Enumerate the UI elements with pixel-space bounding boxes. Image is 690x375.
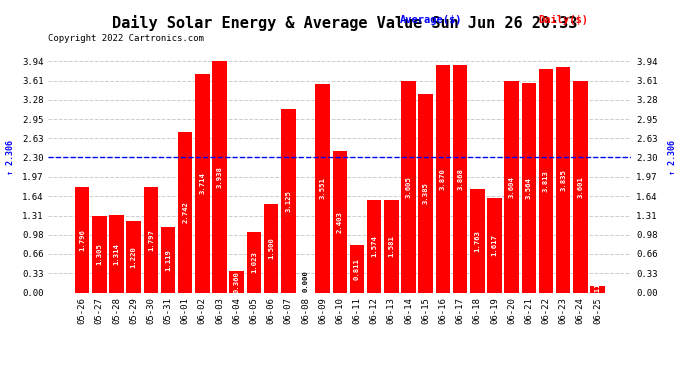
Bar — [350, 245, 364, 292]
Text: 3.551: 3.551 — [319, 177, 326, 199]
Text: 3.605: 3.605 — [406, 176, 411, 198]
Bar — [126, 221, 141, 292]
Text: 1.574: 1.574 — [371, 236, 377, 257]
Bar — [487, 198, 502, 292]
Bar — [556, 68, 571, 292]
Bar — [367, 200, 382, 292]
Text: 3.870: 3.870 — [440, 168, 446, 190]
Text: 3.868: 3.868 — [457, 168, 463, 190]
Bar — [435, 65, 450, 292]
Text: 1.119: 1.119 — [165, 249, 171, 271]
Text: 1.581: 1.581 — [388, 235, 395, 257]
Text: ↑ 2.306: ↑ 2.306 — [6, 140, 15, 175]
Bar — [333, 152, 347, 292]
Bar — [264, 204, 278, 292]
Text: 0.000: 0.000 — [302, 270, 308, 292]
Text: 3.604: 3.604 — [509, 176, 515, 198]
Text: 3.714: 3.714 — [199, 172, 206, 194]
Text: 1.617: 1.617 — [491, 234, 497, 256]
Bar — [522, 83, 536, 292]
Bar — [195, 75, 210, 292]
Text: Copyright 2022 Cartronics.com: Copyright 2022 Cartronics.com — [48, 34, 204, 43]
Bar — [246, 232, 262, 292]
Bar — [402, 81, 416, 292]
Bar — [75, 187, 90, 292]
Bar — [315, 84, 330, 292]
Text: 1.797: 1.797 — [148, 229, 154, 251]
Bar — [144, 187, 158, 292]
Text: 1.023: 1.023 — [251, 252, 257, 273]
Bar — [539, 69, 553, 292]
Bar — [178, 132, 193, 292]
Bar — [590, 286, 605, 292]
Text: 1.220: 1.220 — [130, 246, 137, 268]
Bar — [470, 189, 484, 292]
Bar — [573, 81, 588, 292]
Text: 3.385: 3.385 — [423, 182, 428, 204]
Text: 3.835: 3.835 — [560, 169, 566, 191]
Text: 2.742: 2.742 — [182, 201, 188, 223]
Text: 3.813: 3.813 — [543, 170, 549, 192]
Text: ↑ 2.306: ↑ 2.306 — [668, 140, 678, 175]
Text: 1.500: 1.500 — [268, 237, 274, 260]
Bar — [161, 227, 175, 292]
Bar — [109, 215, 124, 292]
Text: Average($): Average($) — [400, 15, 463, 25]
Text: 3.601: 3.601 — [578, 176, 583, 198]
Bar — [504, 81, 519, 292]
Text: 2.403: 2.403 — [337, 211, 343, 233]
Text: 0.360: 0.360 — [234, 271, 239, 293]
Text: 1.314: 1.314 — [113, 243, 119, 265]
Text: Daily Solar Energy & Average Value Sun Jun 26 20:33: Daily Solar Energy & Average Value Sun J… — [112, 15, 578, 31]
Text: Daily($): Daily($) — [538, 15, 588, 25]
Text: 0.114: 0.114 — [595, 278, 600, 300]
Bar — [453, 65, 467, 292]
Bar — [230, 272, 244, 292]
Text: 3.564: 3.564 — [526, 177, 532, 199]
Text: 1.305: 1.305 — [97, 243, 102, 265]
Bar — [384, 200, 399, 292]
Text: 1.796: 1.796 — [79, 229, 85, 251]
Bar — [92, 216, 106, 292]
Text: 3.125: 3.125 — [285, 190, 291, 212]
Text: 3.938: 3.938 — [217, 166, 223, 188]
Text: 0.811: 0.811 — [354, 258, 360, 280]
Text: 1.763: 1.763 — [474, 230, 480, 252]
Bar — [281, 109, 295, 292]
Bar — [213, 61, 227, 292]
Bar — [418, 94, 433, 292]
